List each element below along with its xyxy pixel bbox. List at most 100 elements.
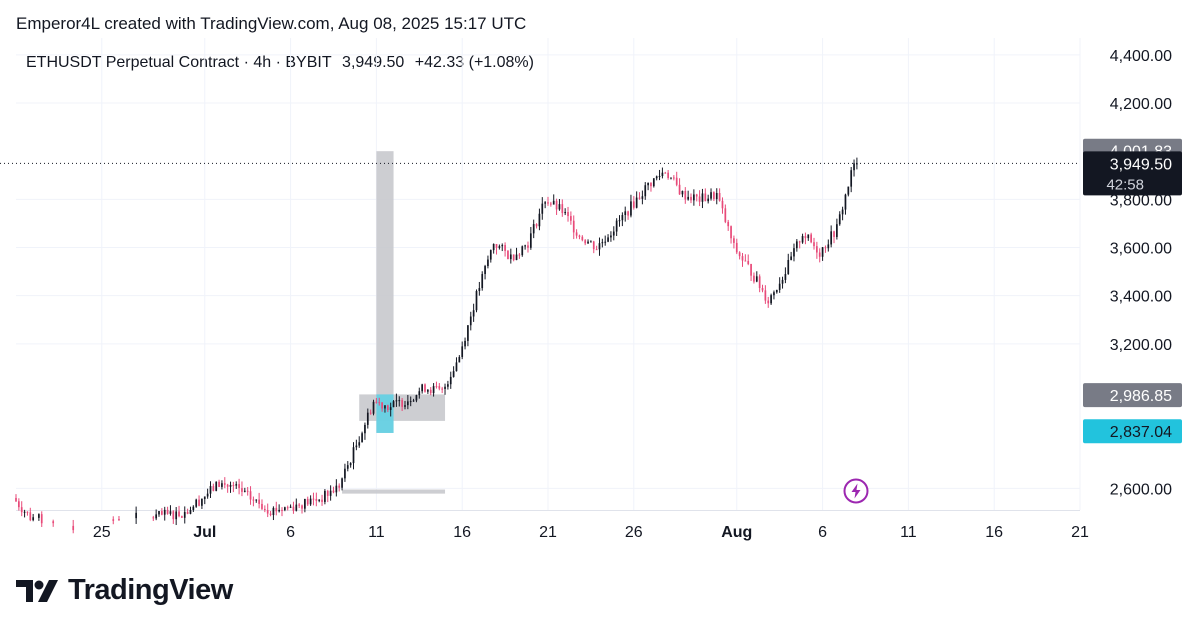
zone-rectangle [376, 151, 394, 433]
lightning-bolt-icon[interactable] [843, 478, 869, 504]
candle-body [787, 259, 790, 275]
candle-body [478, 288, 481, 292]
candle-body [838, 214, 841, 225]
candle-body [461, 346, 464, 357]
candle-body [735, 242, 738, 253]
candle-body [172, 511, 175, 520]
candle-body [298, 504, 301, 506]
candle-body [189, 509, 192, 514]
symbol-legend[interactable]: ETHUSDT Perpetual Contract · 4h · BYBIT … [26, 54, 540, 72]
candle-body [592, 241, 595, 250]
candle-body [481, 274, 484, 289]
candle-body [20, 507, 23, 513]
candle-body [29, 512, 32, 521]
candle-body [375, 401, 378, 403]
x-tick-label: Aug [721, 524, 752, 541]
candle-body [664, 172, 667, 174]
y-tick-label: 4,200.00 [1110, 96, 1172, 113]
candle-body [258, 499, 260, 504]
x-axis: 25 Jul 6 11 16 21 26 Aug 6 11 16 21 [93, 524, 1089, 541]
candle-body [424, 384, 426, 392]
candle-body [384, 405, 386, 409]
candle-body [72, 525, 75, 531]
candle-body [169, 511, 172, 514]
candle-body [558, 204, 561, 210]
chart-grid [16, 38, 1081, 511]
candle-body [761, 288, 764, 291]
candle-body [647, 182, 649, 186]
candle-body [261, 503, 263, 509]
candle-body [535, 224, 538, 227]
candle-body [552, 200, 555, 205]
candle-body [512, 254, 515, 261]
price-label-box [1083, 419, 1182, 444]
candle-body [715, 192, 718, 200]
candle-body [713, 192, 715, 200]
candle-body [544, 202, 546, 204]
candle-body [23, 511, 26, 513]
candle-body [192, 506, 195, 510]
candle-body [201, 499, 203, 506]
candle-body [378, 402, 381, 404]
candle-body [704, 193, 707, 202]
candle-body [223, 483, 226, 485]
candle-body [286, 507, 289, 509]
candle-body [163, 509, 166, 515]
candle-body [292, 506, 295, 511]
x-tick-label: 6 [818, 524, 827, 541]
candle-body [627, 211, 629, 216]
x-tick-label: 21 [1071, 524, 1089, 541]
candle-body [738, 252, 741, 257]
candle-body [687, 196, 690, 200]
candle-body [492, 243, 495, 251]
candle-body [412, 400, 415, 402]
candle-body [690, 196, 692, 201]
x-tick-label: 6 [286, 524, 295, 541]
candle-body [550, 203, 552, 205]
candle-body [112, 519, 115, 521]
candle-body [278, 509, 280, 512]
candle-body [369, 412, 372, 414]
candle-body [386, 405, 389, 410]
candle-body [366, 412, 369, 425]
candle-body [464, 340, 466, 347]
x-tick-label: 25 [93, 524, 111, 541]
candle-body [575, 232, 578, 236]
candle-body [398, 400, 401, 402]
candle-body [587, 241, 589, 244]
candle-body [266, 510, 269, 514]
candle-body [572, 220, 575, 233]
candle-body [844, 194, 847, 210]
y-tick-label: 2,600.00 [1110, 481, 1172, 498]
x-tick-label: 11 [368, 524, 385, 541]
candle-body [324, 490, 326, 502]
candle-body [816, 246, 818, 253]
candle-body [661, 172, 664, 177]
candle-body [615, 220, 618, 232]
candle-body [452, 371, 455, 377]
candle-body [221, 483, 223, 487]
zone-rectangle [342, 489, 446, 494]
candle-body [309, 498, 312, 505]
candle-body [441, 388, 444, 390]
candle-body [541, 203, 544, 214]
candle-body [435, 386, 438, 388]
candle-body [269, 513, 272, 516]
candle-body [289, 506, 292, 508]
price-label-text: 2,837.04 [1110, 424, 1172, 441]
candle-body [841, 209, 844, 215]
candle-body [395, 400, 398, 402]
candle-body [406, 401, 409, 406]
candle-body [209, 486, 212, 494]
candle-body [733, 238, 735, 243]
candle-body [186, 512, 189, 514]
candle-body [372, 401, 375, 414]
candle-body [455, 362, 458, 372]
candle-body [284, 507, 286, 511]
candle-body [246, 490, 249, 492]
candle-body [401, 400, 403, 407]
candle-body [38, 514, 40, 518]
candle-body [467, 325, 469, 341]
